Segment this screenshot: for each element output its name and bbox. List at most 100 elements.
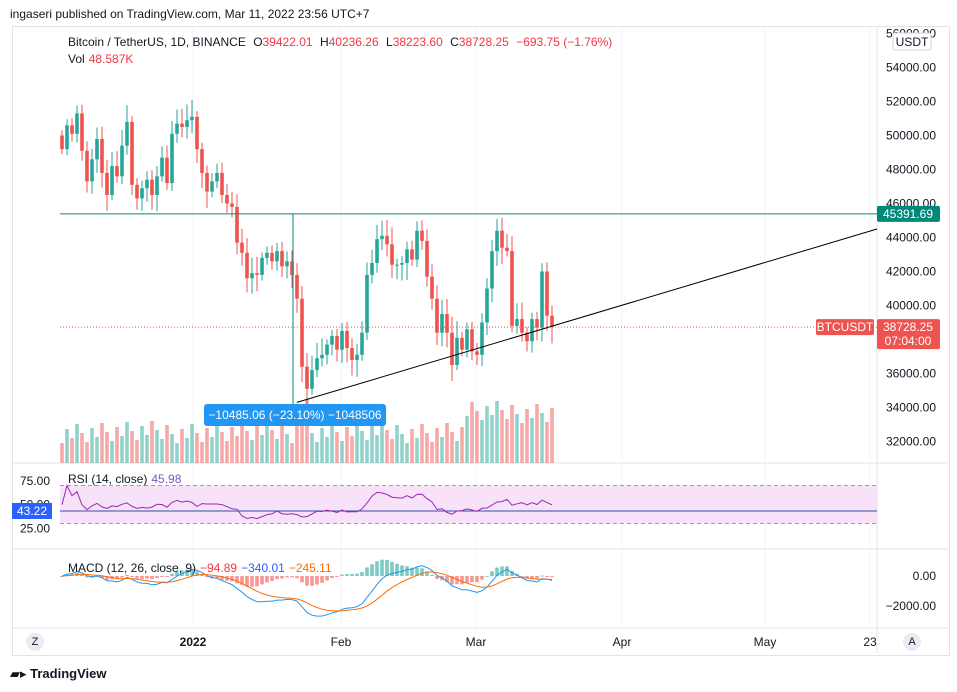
- macd-histogram-bar: [175, 571, 179, 576]
- macd-histogram-bar: [395, 563, 399, 576]
- volume-bar: [385, 430, 389, 463]
- macd-histogram-bar: [480, 576, 484, 580]
- macd-histogram-bar: [80, 574, 84, 576]
- macd-histogram-bar: [545, 576, 549, 577]
- volume-bar: [265, 421, 269, 463]
- high-value: 40236.26: [328, 35, 379, 49]
- candle-body: [355, 354, 359, 360]
- candle-body: [180, 123, 184, 127]
- candle-body: [385, 235, 389, 245]
- macd-label: MACD (12, 26, close, 9): [68, 561, 197, 575]
- macd-histogram-bar: [355, 573, 359, 576]
- low-value: 38223.60: [392, 35, 443, 49]
- volume-bar: [150, 421, 154, 463]
- macd-histogram-bar: [540, 575, 544, 577]
- candle-body: [420, 230, 424, 241]
- scale-auto-button[interactable]: A: [903, 633, 921, 651]
- candle-body: [210, 181, 214, 192]
- volume-bar: [495, 401, 499, 463]
- volume-bar: [300, 413, 304, 463]
- macd-value-2: −340.01: [241, 561, 285, 575]
- candle-body: [325, 344, 329, 355]
- candle-body: [415, 230, 419, 260]
- volume-bar: [545, 422, 549, 463]
- volume-bar: [225, 441, 229, 463]
- volume-label: Vol: [68, 52, 85, 66]
- candle-body: [435, 298, 439, 333]
- candle-body: [230, 203, 234, 207]
- candle-body: [70, 125, 74, 134]
- low-label: L: [386, 35, 393, 49]
- volume-bar: [405, 443, 409, 463]
- volume-bar: [425, 433, 429, 463]
- candle-body: [350, 348, 354, 360]
- volume-bar: [510, 405, 514, 463]
- volume-bar: [390, 439, 394, 463]
- candle-body: [105, 172, 109, 195]
- macd-histogram-bar: [130, 576, 134, 577]
- volume-bar: [170, 434, 174, 463]
- volume-bar: [395, 425, 399, 463]
- macd-histogram-bar: [460, 576, 464, 585]
- scale-z-button[interactable]: Z: [26, 633, 44, 651]
- candle-body: [130, 121, 134, 185]
- x-tick-label: Feb: [331, 635, 352, 649]
- candle-body: [125, 121, 129, 146]
- price-tick-label: 44000.00: [886, 231, 936, 245]
- macd-histogram-bar: [475, 576, 479, 583]
- volume-bar: [175, 443, 179, 463]
- candle-body: [215, 172, 219, 182]
- volume-bar: [120, 436, 124, 463]
- candle-body: [475, 351, 479, 355]
- volume-bar: [95, 437, 99, 463]
- macd-histogram-bar: [525, 576, 529, 579]
- volume-bar: [130, 431, 134, 463]
- resistance-badge-text: 45391.69: [883, 207, 933, 221]
- volume-bar: [250, 440, 254, 463]
- candle-body: [245, 252, 249, 279]
- candle-body: [270, 252, 274, 262]
- macd-histogram-bar: [310, 576, 314, 586]
- macd-histogram-bar: [165, 576, 169, 577]
- macd-histogram-bar: [265, 576, 269, 583]
- macd-histogram-bar: [550, 576, 554, 577]
- macd-histogram-bar: [280, 576, 284, 579]
- macd-histogram-bar: [300, 576, 304, 583]
- macd-histogram-bar: [485, 575, 489, 577]
- macd-histogram-bar: [500, 566, 504, 576]
- volume-bar: [205, 428, 209, 463]
- macd-histogram-bar: [60, 576, 64, 577]
- volume-bar: [420, 424, 424, 463]
- macd-histogram-bar: [420, 568, 424, 576]
- tradingview-logo[interactable]: ▰▸ TradingView: [10, 666, 106, 682]
- candle-body: [300, 298, 304, 367]
- volume-bar: [125, 422, 129, 463]
- macd-histogram-bar: [530, 576, 534, 579]
- macd-histogram-bar: [270, 576, 274, 581]
- macd-value-3: −245.11: [288, 561, 332, 575]
- volume-bar: [195, 433, 199, 463]
- volume-bar: [330, 423, 334, 463]
- macd-histogram-bar: [380, 559, 384, 576]
- candle-body: [530, 319, 534, 342]
- macd-histogram-bar: [220, 576, 224, 580]
- macd-histogram-bar: [250, 576, 254, 587]
- volume-bar: [335, 432, 339, 463]
- volume-bar: [80, 433, 84, 463]
- candle-body: [260, 257, 264, 275]
- candle-body: [225, 195, 229, 204]
- volume-bar: [310, 433, 314, 463]
- volume-bar: [500, 410, 504, 463]
- rsi-legend-value: 45.98: [151, 472, 182, 486]
- candle-body: [220, 172, 224, 195]
- macd-histogram-bar: [490, 571, 494, 576]
- volume-bar: [210, 437, 214, 463]
- candle-body: [320, 354, 324, 359]
- volume-bar: [290, 443, 294, 463]
- candle-body: [360, 332, 364, 355]
- volume-bar: [530, 418, 534, 463]
- candle-body: [550, 315, 554, 328]
- candle-body: [95, 138, 99, 160]
- candle-body: [120, 145, 124, 177]
